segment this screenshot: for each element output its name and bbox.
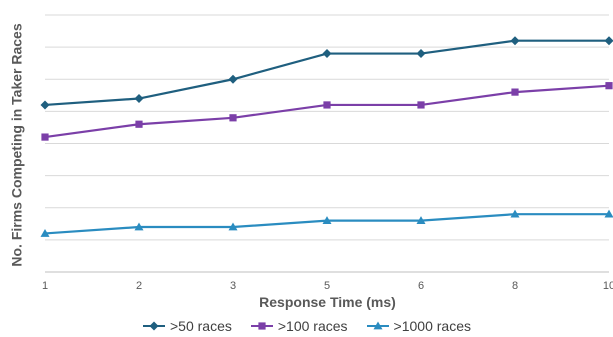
legend-label: >100 races <box>277 318 348 334</box>
y-axis-label-container: No. Firms Competing in Taker Races <box>2 0 32 290</box>
legend-swatch <box>366 321 389 330</box>
x-tick-label: 2 <box>136 280 142 292</box>
series <box>40 36 613 110</box>
x-axis-label: Response Time (ms) <box>259 294 396 310</box>
data-point <box>323 101 331 109</box>
legend-label: >1000 races <box>393 318 471 334</box>
data-point <box>229 114 237 122</box>
data-point <box>134 94 144 104</box>
data-point <box>605 82 613 90</box>
x-tick-label: 3 <box>230 280 236 292</box>
series <box>41 82 613 141</box>
data-point <box>40 100 50 110</box>
data-point <box>417 101 425 109</box>
y-axis-label: No. Firms Competing in Taker Races <box>9 23 25 267</box>
data-point <box>135 120 143 128</box>
legend-item: >100 races <box>250 318 348 334</box>
data-point <box>322 49 332 59</box>
data-point <box>41 133 49 141</box>
series-group <box>40 36 613 237</box>
x-tick-label: 1 <box>42 280 48 292</box>
series <box>40 209 613 237</box>
x-tick-labels: 1 2 3 5 6 8 10 <box>42 280 613 292</box>
legend-item: >50 races <box>142 318 232 334</box>
legend-swatch <box>250 322 273 330</box>
data-point <box>134 222 144 231</box>
data-point <box>416 216 426 224</box>
data-point <box>228 222 238 231</box>
legend-swatch <box>143 321 165 331</box>
x-tick-label: 6 <box>418 280 424 292</box>
data-point <box>228 74 238 84</box>
data-point <box>604 36 613 46</box>
data-point <box>373 321 383 330</box>
x-tick-label: 8 <box>512 280 518 292</box>
data-point <box>40 228 50 237</box>
data-point <box>511 88 519 96</box>
data-point <box>416 49 426 59</box>
x-tick-label: 5 <box>324 280 330 292</box>
data-point <box>322 216 332 224</box>
data-point <box>510 36 520 46</box>
data-point <box>149 321 159 331</box>
legend-item: >1000 races <box>366 318 471 334</box>
data-point <box>604 209 613 218</box>
gridlines <box>45 14 609 273</box>
x-tick-label: 10 <box>603 280 613 292</box>
data-point <box>510 209 520 218</box>
legend-label: >50 races <box>170 318 232 334</box>
data-point <box>258 322 266 330</box>
legend: >50 races >100 races >1000 races <box>0 318 613 334</box>
